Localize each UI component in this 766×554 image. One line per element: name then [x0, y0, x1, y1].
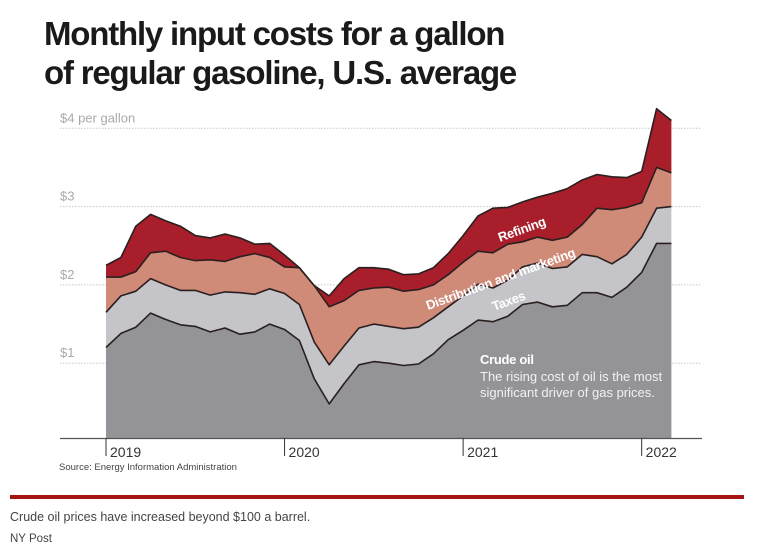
- x-tick-label: 2020: [289, 444, 320, 460]
- image-caption: Crude oil prices have increased beyond $…: [10, 510, 311, 524]
- chart-title: Monthly input costs for a gallon of regu…: [44, 14, 604, 92]
- divider-rule: [10, 495, 744, 499]
- area-taxes: [106, 206, 672, 404]
- source-note: Source: Energy Information Administratio…: [59, 462, 237, 473]
- line-crude-oil: [105, 242, 672, 405]
- y-tick-label: $4 per gallon: [60, 110, 135, 125]
- area-refining: [106, 108, 672, 307]
- x-axis-ticks: 2019 2020 2021 2022: [105, 438, 677, 460]
- area-crude-oil: [106, 243, 672, 438]
- y-tick-label: $3: [60, 189, 74, 204]
- crude-oil-note-line-2: significant driver of gas prices.: [480, 385, 655, 400]
- x-tick-label: 2021: [467, 444, 498, 460]
- x-tick-label: 2019: [110, 444, 141, 460]
- x-tick-label: 2022: [646, 444, 677, 460]
- crude-oil-note-line-1: The rising cost of oil is the most: [480, 369, 662, 384]
- area-layers: [105, 107, 672, 438]
- line-taxes: [105, 205, 672, 366]
- line-distribution-marketing: [106, 166, 672, 308]
- chart-title-line-2: of regular gasoline, U.S. average: [44, 54, 517, 91]
- image-credit: NY Post: [10, 533, 52, 545]
- line-refining: [105, 107, 672, 297]
- y-axis-labels: $1 $2 $3 $4 per gallon: [60, 110, 135, 360]
- label-crude-oil: Crude oil: [480, 352, 534, 367]
- chart-title-line-1: Monthly input costs for a gallon: [44, 15, 505, 52]
- y-tick-label: $1: [60, 345, 74, 360]
- area-distribution-marketing: [106, 167, 672, 365]
- y-tick-label: $2: [60, 267, 74, 282]
